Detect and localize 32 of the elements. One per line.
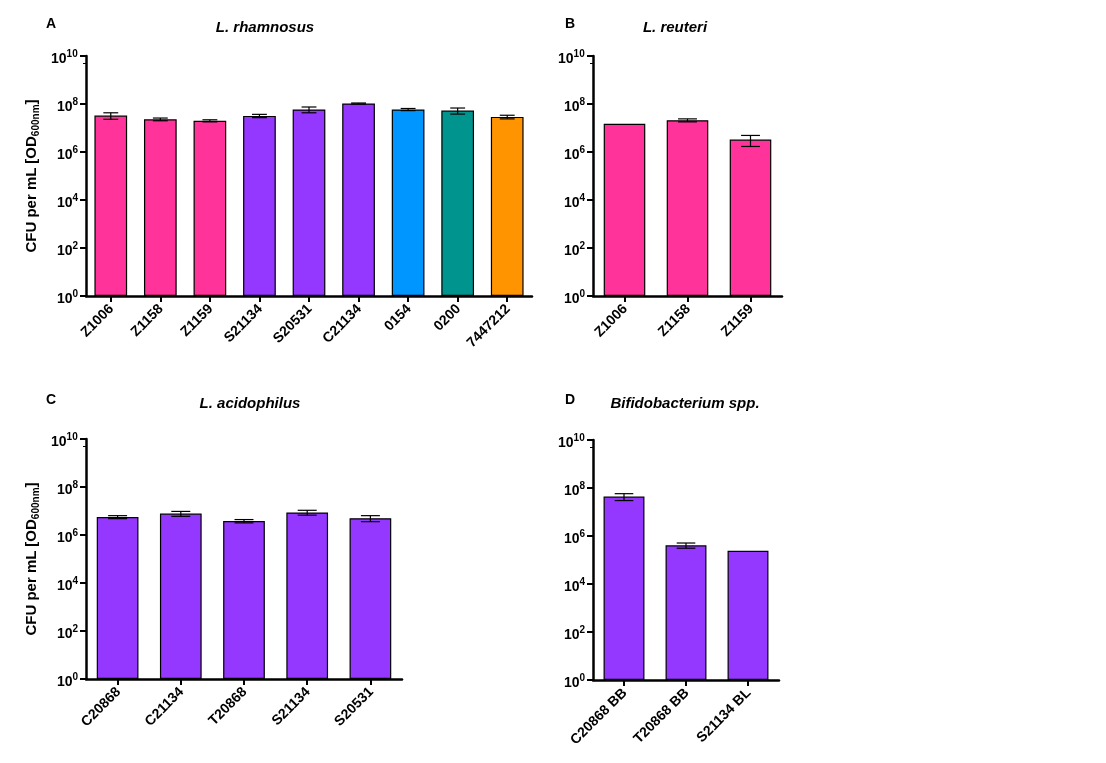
chart-title: L. acidophilus bbox=[199, 394, 301, 411]
text: B bbox=[565, 15, 576, 31]
y-tick-label: 10$^{10}$ bbox=[51, 48, 78, 66]
y-tick-label: 10$^{6}$ bbox=[564, 528, 586, 546]
y-tick-label: 10$^{10}$ bbox=[51, 431, 78, 449]
y-tick-label: 10$^{6}$ bbox=[564, 144, 586, 162]
y-tick-label: 10$^{0}$ bbox=[57, 671, 79, 689]
y-tick-label: 10$^{8}$ bbox=[564, 480, 586, 498]
y-tick-label: 10$^{2}$ bbox=[564, 240, 586, 258]
y-tick-label: 10$^{2}$ bbox=[57, 623, 79, 641]
chart-title: L. reuteri bbox=[642, 18, 708, 35]
y-tick-label: 10$^{4}$ bbox=[564, 192, 586, 210]
y-tick-label: 10$^{4}$ bbox=[57, 192, 79, 210]
y-tick-label: 10$^{10}$ bbox=[558, 432, 585, 450]
y-tick-label: 10$^{2}$ bbox=[564, 624, 586, 642]
y-tick-label: 10$^{0}$ bbox=[564, 288, 586, 306]
y-tick-label: 10$^{2}$ bbox=[57, 240, 79, 258]
y-tick-label: 10$^{4}$ bbox=[57, 575, 79, 593]
y-tick-label: 10$^{8}$ bbox=[57, 96, 79, 114]
y-tick-label: 10$^{6}$ bbox=[57, 144, 79, 162]
y-tick-label: 10$^{0}$ bbox=[564, 672, 586, 690]
chart-title: Bifidobacterium spp. bbox=[610, 394, 760, 411]
text: D bbox=[565, 391, 576, 407]
chart-title: L. rhamnosus bbox=[215, 18, 315, 35]
y-tick-label: 10$^{0}$ bbox=[57, 288, 79, 306]
y-tick-label: 10$^{8}$ bbox=[57, 479, 79, 497]
y-tick-label: 10$^{4}$ bbox=[564, 576, 586, 594]
y-tick-label: 10$^{8}$ bbox=[564, 96, 586, 114]
text: A bbox=[46, 15, 57, 31]
text: C bbox=[46, 391, 57, 407]
y-tick-label: 10$^{10}$ bbox=[558, 48, 585, 66]
y-tick-label: 10$^{6}$ bbox=[57, 527, 79, 545]
